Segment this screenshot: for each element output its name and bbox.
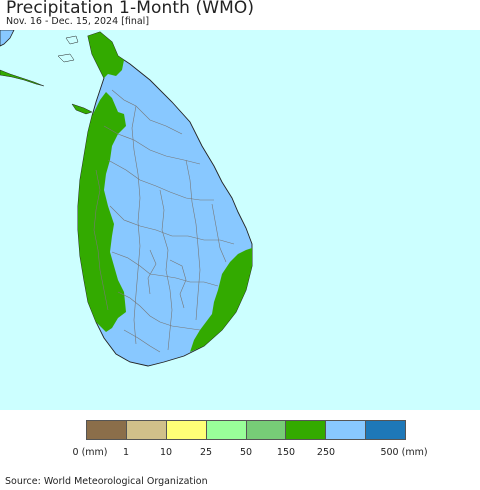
legend-tick-label: 1 [122,447,130,458]
west-coast-wet-zone [78,92,126,332]
legend-swatch-150-250 [285,421,326,439]
district-boundaries [93,89,235,353]
legend-tick-label: 150 [276,447,296,458]
legend-swatch-250-500 [325,421,366,439]
southeast-wet-zone [190,248,252,352]
source-credit: Source: World Meteorological Organizatio… [5,476,208,487]
northern-islet-2 [65,35,79,45]
map-title: Precipitation 1-Month (WMO) [6,0,255,18]
legend-swatch-50-150 [245,421,286,439]
legend-tick-label: 25 [199,447,213,458]
legend-swatch-1-10 [125,421,166,439]
legend-swatch-0-1 [87,421,126,439]
legend-tick-label: 0 (mm) [72,447,108,458]
legend-swatch-500+ [365,421,405,439]
precipitation-map [0,30,480,410]
legend-tick-label: 250 [316,447,336,458]
legend-swatch-25-50 [205,421,246,439]
jaffna-wet-zone [88,32,124,78]
mannar-island [71,103,93,115]
legend-tick-label: 500 (mm) [380,447,428,458]
northern-islet [57,53,75,63]
legend-swatch-10-25 [165,421,206,439]
legend-tick-label: 50 [239,447,253,458]
india-landmass [0,30,15,47]
legend-tick-label: 10 [159,447,173,458]
legend-color-bar [86,420,406,440]
map-subtitle: Nov. 16 - Dec. 15, 2024 [final] [6,16,150,27]
india-islands [0,69,45,87]
